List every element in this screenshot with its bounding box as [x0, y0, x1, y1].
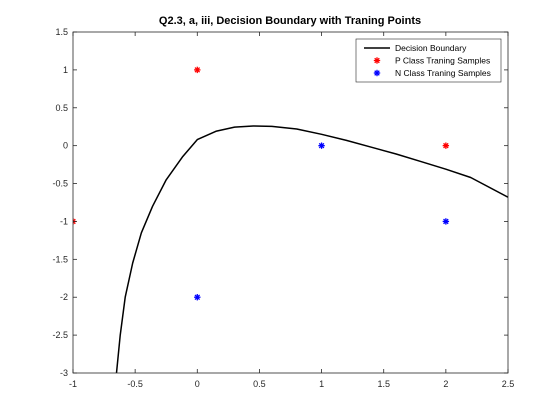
data-point: [194, 294, 201, 301]
legend-entry-label: P Class Traning Samples: [395, 56, 490, 66]
y-tick-label: -1.5: [52, 254, 68, 264]
x-tick-label: 2: [443, 379, 448, 389]
decision-boundary-line: [115, 125, 508, 373]
y-tick-label: -0.5: [52, 179, 68, 189]
marker-stroke: [318, 142, 325, 149]
y-tick-label: -3: [60, 368, 68, 378]
x-tick-label: 0.5: [253, 379, 266, 389]
marker-stroke: [374, 57, 380, 64]
x-tick-label: -0.5: [127, 379, 143, 389]
data-point: [318, 142, 325, 149]
marker-stroke: [374, 70, 380, 76]
marker-stroke: [194, 294, 201, 300]
marker-stroke: [443, 142, 449, 149]
y-tick-label: -2.5: [52, 330, 68, 340]
x-tick-label: 0: [195, 379, 200, 389]
data-point: [442, 142, 450, 149]
y-tick-label: 0: [63, 141, 68, 151]
legend: Decision Boundary P Class Traning Samples…: [355, 38, 502, 83]
legend-entry-label: Decision Boundary: [395, 43, 467, 53]
data-point: [442, 218, 450, 225]
legend-entry-label: N Class Traning Samples: [395, 68, 491, 78]
x-tick-label: 1: [319, 379, 324, 389]
legend-marker-sample: [373, 69, 381, 77]
axes: -1 -0.5 0 0.5 1 1.5 2 2.5 -3 -2.5 -2 -1.5 -1 -0.5 0 0.5…: [52, 27, 514, 389]
y-tick-label: 1: [63, 65, 68, 75]
marker-stroke: [73, 220, 76, 225]
marker-stroke: [73, 218, 76, 223]
x-tick-label: 2.5: [502, 379, 515, 389]
x-tick-label: -1: [69, 379, 77, 389]
plot-area: [73, 66, 508, 373]
y-tick-label: 0.5: [55, 103, 68, 113]
data-point: [194, 66, 201, 74]
y-tick-label: -2: [60, 292, 68, 302]
marker-stroke: [443, 218, 449, 225]
chart-title: Q2.3, a, iii, Decision Boundary with Tra…: [159, 15, 421, 27]
marker-stroke: [194, 67, 201, 73]
x-tick-label: 1.5: [377, 379, 390, 389]
y-tick-label: 1.5: [55, 27, 68, 37]
axes-box: [72, 31, 509, 374]
legend-marker-sample: [373, 57, 381, 64]
y-tick-label: -1: [60, 216, 68, 226]
